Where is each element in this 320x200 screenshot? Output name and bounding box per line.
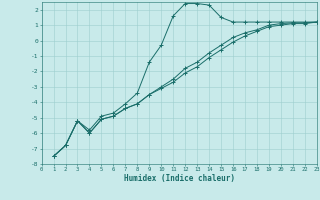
X-axis label: Humidex (Indice chaleur): Humidex (Indice chaleur) [124, 174, 235, 183]
